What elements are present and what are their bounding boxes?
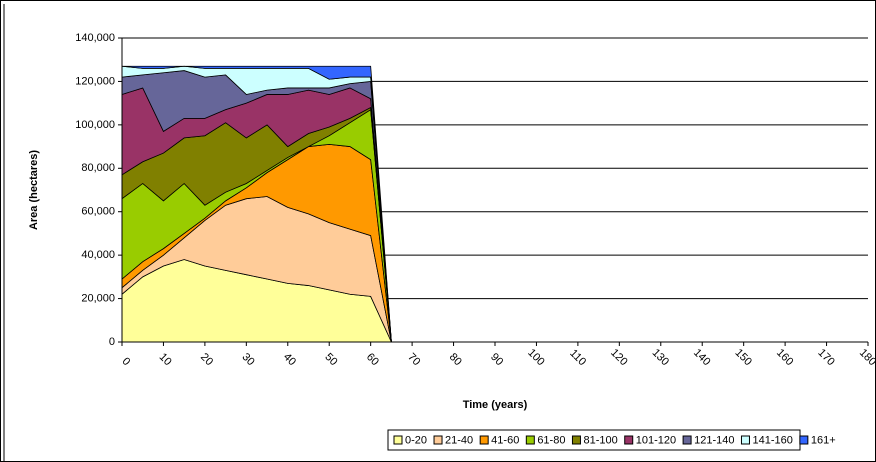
y-tick-label: 140,000 [75, 32, 115, 44]
y-tick-label: 0 [109, 336, 115, 348]
y-tick-label: 80,000 [81, 162, 115, 174]
legend-label: 121-140 [694, 434, 734, 446]
y-axis-title: Area (hectares) [28, 150, 40, 230]
legend-label: 41-60 [491, 434, 519, 446]
legend-label: 161+ [811, 434, 836, 446]
legend-swatch [624, 435, 634, 445]
x-axis-title: Time (years) [463, 399, 528, 411]
legend-swatch [740, 435, 750, 445]
legend-swatch [479, 435, 489, 445]
legend-swatch [571, 435, 581, 445]
legend-label: 141-160 [752, 434, 792, 446]
y-tick-label: 40,000 [81, 249, 115, 261]
legend-swatch [799, 435, 809, 445]
legend-label: 61-80 [537, 434, 565, 446]
legend-label: 0-20 [405, 434, 427, 446]
y-tick-label: 60,000 [81, 206, 115, 218]
legend-swatch [525, 435, 535, 445]
legend-swatch [682, 435, 692, 445]
legend-label: 101-120 [636, 434, 676, 446]
y-tick-label: 120,000 [75, 75, 115, 87]
legend-label: 21-40 [445, 434, 473, 446]
legend-label: 81-100 [583, 434, 617, 446]
y-tick-label: 100,000 [75, 119, 115, 131]
legend-swatch [433, 435, 443, 445]
legend-swatch [393, 435, 403, 445]
y-tick-label: 20,000 [81, 292, 115, 304]
